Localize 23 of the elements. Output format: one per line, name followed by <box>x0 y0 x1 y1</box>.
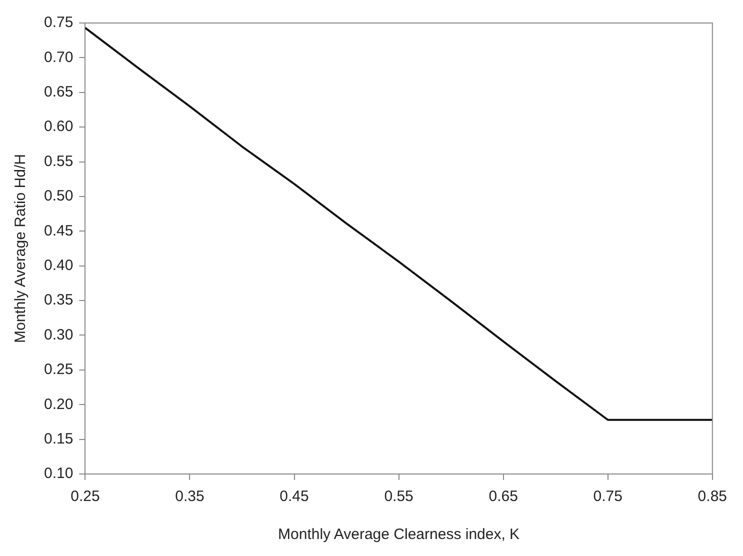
y-tick-label: 0.70 <box>44 48 74 66</box>
x-tick-label: 0.65 <box>488 488 518 506</box>
x-tick-label: 0.85 <box>698 488 728 506</box>
x-tick-label: 0.25 <box>70 488 100 506</box>
y-tick-label: 0.40 <box>44 256 74 274</box>
y-tick-label: 0.30 <box>44 326 74 344</box>
y-tick-label: 0.75 <box>44 14 74 32</box>
y-tick-label: 0.35 <box>44 292 74 309</box>
x-axis-title: Monthly Average Clearness index, K <box>278 526 520 544</box>
y-axis-title: Monthly Average Ratio Hd/H <box>12 154 30 343</box>
x-tick-label: 0.55 <box>384 488 414 506</box>
y-tick-label: 0.60 <box>44 118 74 136</box>
y-tick-label: 0.65 <box>44 84 74 101</box>
y-tick-label: 0.50 <box>44 188 74 205</box>
y-tick-label: 0.25 <box>44 361 74 378</box>
y-tick-label: 0.45 <box>44 222 74 240</box>
y-tick-label: 0.10 <box>44 465 74 482</box>
x-tick-label: 0.35 <box>175 488 204 506</box>
y-tick-label: 0.15 <box>44 430 74 448</box>
y-tick-label: 0.20 <box>44 396 74 413</box>
y-tick-label: 0.55 <box>44 152 74 170</box>
x-tick-label: 0.75 <box>593 488 622 506</box>
x-tick-label: 0.45 <box>280 488 309 506</box>
